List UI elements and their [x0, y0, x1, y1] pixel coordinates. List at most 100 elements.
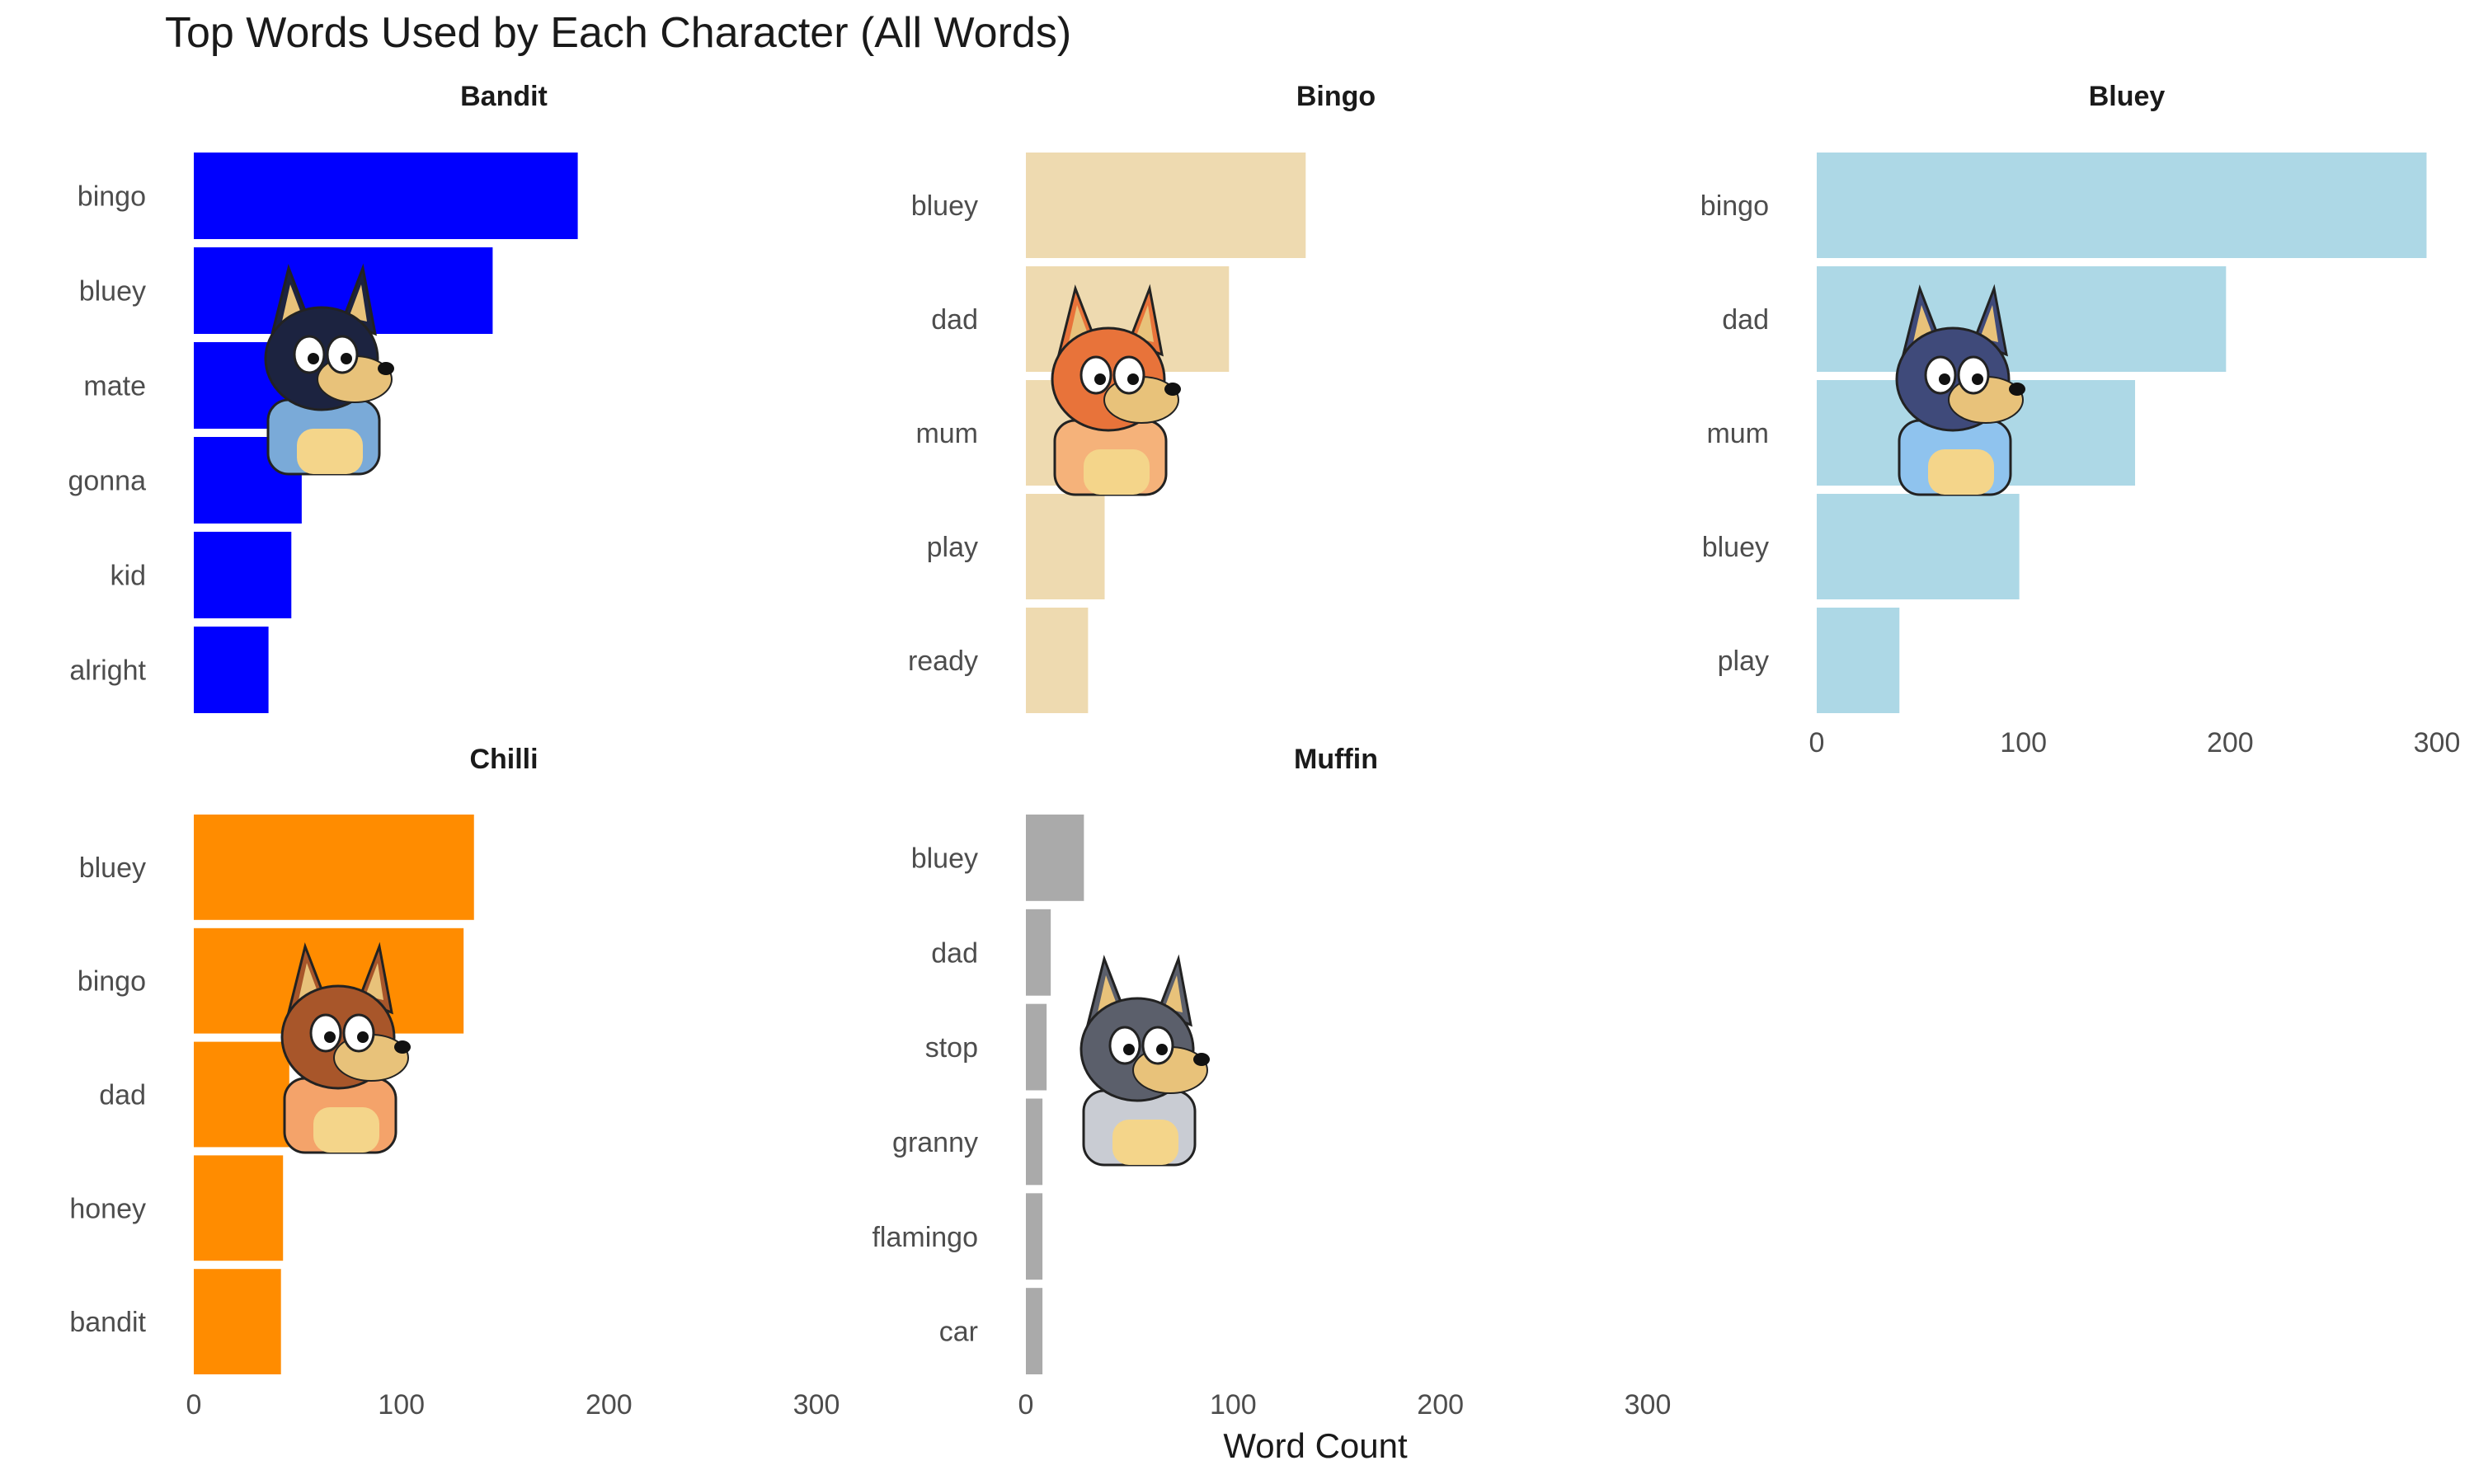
bar[interactable]: [1817, 153, 2427, 258]
character-eye-left: [1924, 355, 1957, 395]
category-label: play: [1718, 646, 1769, 677]
character-belly: [313, 1107, 379, 1153]
character-eye-right: [1957, 355, 1990, 395]
bar[interactable]: [1817, 494, 2020, 599]
category-label: play: [927, 532, 978, 563]
x-tick-label: 100: [378, 1389, 425, 1421]
category-label: granny: [892, 1127, 978, 1158]
category-label: stop: [925, 1032, 978, 1064]
character-pupil-left: [1939, 373, 1950, 385]
category-label: mum: [915, 418, 978, 449]
bar[interactable]: [1026, 494, 1105, 599]
bar[interactable]: [194, 1155, 284, 1261]
panel-title: Bluey: [2089, 81, 2166, 112]
category-label: car: [939, 1317, 978, 1348]
character-belly: [297, 429, 363, 474]
bar[interactable]: [1026, 1288, 1043, 1374]
chart-title: Top Words Used by Each Character (All Wo…: [165, 9, 1072, 57]
x-tick-label: 0: [1809, 727, 1825, 758]
bar[interactable]: [1026, 909, 1051, 996]
bar[interactable]: [1817, 266, 2227, 372]
character-nose: [1193, 1053, 1210, 1066]
character-belly: [1112, 1120, 1178, 1165]
panel-bluey: Bluey bingo dad mum bluey play 0 100 200 300: [1700, 81, 2461, 758]
category-label: bingo: [1700, 190, 1769, 222]
panel-muffin: Muffin bluey dad stop granny flamingo car 0 100 2…: [872, 744, 1671, 1421]
panel-bingo: Bingo bluey dad mum play ready: [908, 81, 1376, 713]
x-tick-label: 200: [1417, 1389, 1464, 1421]
category-label: bandit: [69, 1307, 146, 1338]
character-pupil-right: [357, 1031, 369, 1043]
character-pupil-right: [1156, 1044, 1168, 1055]
character-belly: [1084, 449, 1150, 495]
category-label: mate: [83, 371, 146, 402]
character-ear-inner-right: [1136, 305, 1154, 342]
bar[interactable]: [1026, 1193, 1043, 1280]
x-tick-label: 0: [1018, 1389, 1034, 1421]
character-belly: [1928, 449, 1994, 495]
panel-bandit: Bandit bingo bluey mate gonna kid alright: [68, 81, 578, 713]
category-label: dad: [99, 1080, 146, 1111]
category-label: bingo: [78, 966, 146, 998]
category-label: bluey: [911, 843, 978, 874]
character-nose: [394, 1040, 411, 1054]
character-nose: [2009, 383, 2025, 396]
character-eye-right: [326, 335, 359, 374]
character-pupil-left: [308, 353, 319, 364]
x-tick-label: 0: [186, 1389, 202, 1421]
character-eye-right: [342, 1013, 375, 1053]
chilli-character: [280, 942, 411, 1154]
character-eye-left: [1079, 355, 1112, 395]
category-label: mum: [1706, 418, 1769, 449]
panel-title: Muffin: [1294, 744, 1378, 775]
bar[interactable]: [194, 815, 474, 920]
category-label: kid: [111, 561, 146, 592]
x-tick-label: 100: [2000, 727, 2047, 758]
x-tick-label: 100: [1210, 1389, 1257, 1421]
bar[interactable]: [1026, 815, 1084, 901]
x-tick-label: 200: [586, 1389, 633, 1421]
character-pupil-left: [1123, 1044, 1135, 1055]
character-eye-left: [1108, 1026, 1141, 1065]
character-eye-left: [309, 1013, 342, 1053]
panel-title: Chilli: [469, 744, 538, 775]
character-ear-inner-right: [365, 963, 383, 1000]
character-nose: [1164, 383, 1181, 396]
bar[interactable]: [194, 627, 269, 713]
character-nose: [378, 362, 394, 375]
character-pupil-left: [1094, 373, 1106, 385]
category-label: bluey: [79, 852, 146, 884]
category-label: flamingo: [872, 1222, 978, 1253]
category-label: honey: [69, 1193, 146, 1224]
bandit-character: [264, 263, 394, 476]
bar[interactable]: [1026, 608, 1089, 713]
bar[interactable]: [194, 153, 578, 239]
bar[interactable]: [194, 532, 292, 618]
bar[interactable]: [194, 1269, 281, 1374]
character-pupil-right: [1127, 373, 1139, 385]
x-tick-label: 300: [2414, 727, 2461, 758]
category-label: bluey: [911, 190, 978, 222]
character-ear-inner-right: [1980, 305, 1998, 342]
panel-chilli: Chilli bluey bingo dad honey bandit 0 100 200 300: [69, 744, 840, 1421]
bluey-character: [1895, 284, 2025, 496]
character-ear-inner-right: [349, 284, 367, 322]
category-label: dad: [1722, 304, 1769, 336]
character-eye-right: [1141, 1026, 1174, 1065]
panel-title: Bandit: [460, 81, 548, 112]
x-tick-label: 300: [1625, 1389, 1672, 1421]
x-axis-label: Word Count: [1223, 1426, 1408, 1465]
bar[interactable]: [1026, 1098, 1043, 1186]
category-label: dad: [931, 304, 978, 336]
bar[interactable]: [194, 1041, 289, 1148]
bar[interactable]: [1026, 153, 1306, 258]
bingo-character: [1051, 284, 1181, 496]
bar[interactable]: [1817, 608, 1900, 713]
category-label: gonna: [68, 466, 146, 497]
character-eye-left: [293, 335, 326, 374]
panel-title: Bingo: [1296, 81, 1376, 112]
category-label: alright: [69, 655, 146, 687]
bar[interactable]: [1026, 1003, 1047, 1091]
character-pupil-right: [1972, 373, 1983, 385]
category-label: bluey: [79, 276, 146, 308]
